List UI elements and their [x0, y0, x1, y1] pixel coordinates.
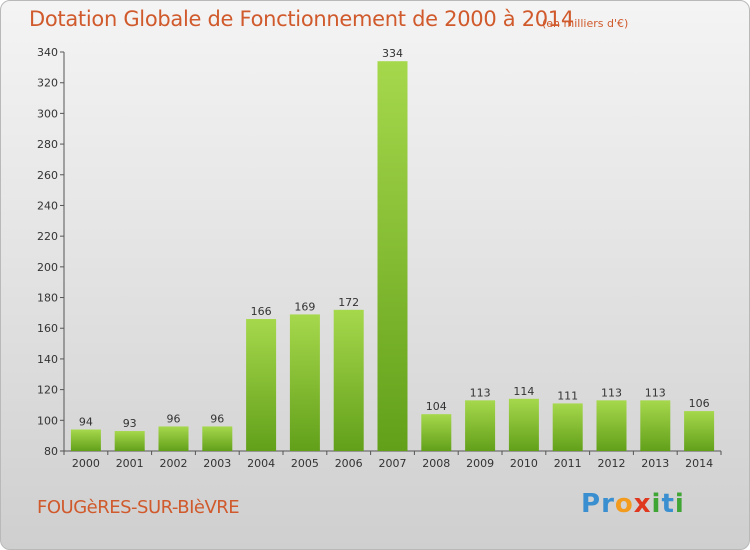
- y-tick-label: 340: [37, 46, 58, 59]
- commune-name: FOUGèRES-SUR-BIèVRE: [37, 497, 240, 518]
- logo-letter: x: [633, 489, 652, 519]
- bar: [289, 314, 320, 451]
- bar: [158, 426, 189, 451]
- logo-letter: t: [661, 489, 675, 519]
- logo-letter: P: [581, 489, 602, 519]
- bar: [552, 403, 583, 451]
- bar: [70, 429, 101, 451]
- bar-value-label: 166: [251, 305, 272, 318]
- y-tick-label: 280: [37, 138, 58, 151]
- x-tick-label: 2011: [554, 457, 582, 470]
- bar: [596, 400, 627, 451]
- bar-value-label: 111: [557, 389, 578, 402]
- bar-value-label: 96: [210, 412, 224, 425]
- x-tick-label: 2009: [466, 457, 494, 470]
- bar: [246, 319, 277, 451]
- logo-letter: i: [651, 489, 662, 519]
- x-tick-label: 2003: [203, 457, 231, 470]
- y-tick-label: 180: [37, 292, 58, 305]
- y-tick-label: 160: [37, 322, 58, 335]
- x-tick-label: 2014: [685, 457, 713, 470]
- bar-value-label: 113: [601, 386, 622, 399]
- y-tick-label: 200: [37, 261, 58, 274]
- y-tick-label: 120: [37, 384, 58, 397]
- bar-value-label: 106: [689, 397, 710, 410]
- logo-letter: i: [674, 489, 685, 519]
- y-tick-label: 240: [37, 199, 58, 212]
- logo-letter: r: [601, 489, 615, 519]
- bar: [684, 411, 715, 451]
- bar: [465, 400, 496, 451]
- x-tick-label: 2004: [247, 457, 275, 470]
- bar: [202, 426, 233, 451]
- bar-value-label: 93: [123, 417, 137, 430]
- x-tick-label: 2001: [116, 457, 144, 470]
- bar: [508, 398, 539, 451]
- chart-unit-label: (en milliers d'€): [542, 17, 629, 30]
- proxiti-logo[interactable]: Proxiti: [581, 489, 685, 519]
- bar: [640, 400, 671, 451]
- bar: [377, 61, 408, 451]
- bar-value-label: 104: [426, 400, 447, 413]
- y-tick-label: 300: [37, 107, 58, 120]
- bar: [114, 431, 145, 451]
- bar-value-label: 113: [470, 386, 491, 399]
- bar-value-label: 113: [645, 386, 666, 399]
- x-tick-label: 2005: [291, 457, 319, 470]
- x-tick-label: 2010: [510, 457, 538, 470]
- y-tick-label: 140: [37, 353, 58, 366]
- bar-value-label: 334: [382, 47, 403, 60]
- logo-letter: o: [614, 489, 634, 519]
- bar-value-label: 169: [294, 300, 315, 313]
- x-tick-label: 2000: [72, 457, 100, 470]
- x-tick-label: 2007: [379, 457, 407, 470]
- y-tick-label: 260: [37, 169, 58, 182]
- bar-value-label: 94: [79, 416, 93, 429]
- bar-value-label: 96: [167, 412, 181, 425]
- x-tick-label: 2012: [598, 457, 626, 470]
- x-tick-label: 2008: [422, 457, 450, 470]
- y-tick-label: 100: [37, 414, 58, 427]
- x-tick-label: 2002: [160, 457, 188, 470]
- chart-title: Dotation Globale de Fonctionnement de 20…: [29, 7, 574, 31]
- bar-value-label: 114: [513, 385, 534, 398]
- y-tick-label: 320: [37, 77, 58, 90]
- x-tick-label: 2006: [335, 457, 363, 470]
- bar-value-label: 172: [338, 296, 359, 309]
- y-tick-label: 220: [37, 230, 58, 243]
- y-tick-label: 80: [44, 445, 58, 458]
- bar: [421, 414, 452, 451]
- bar: [333, 309, 364, 451]
- x-tick-label: 2013: [641, 457, 669, 470]
